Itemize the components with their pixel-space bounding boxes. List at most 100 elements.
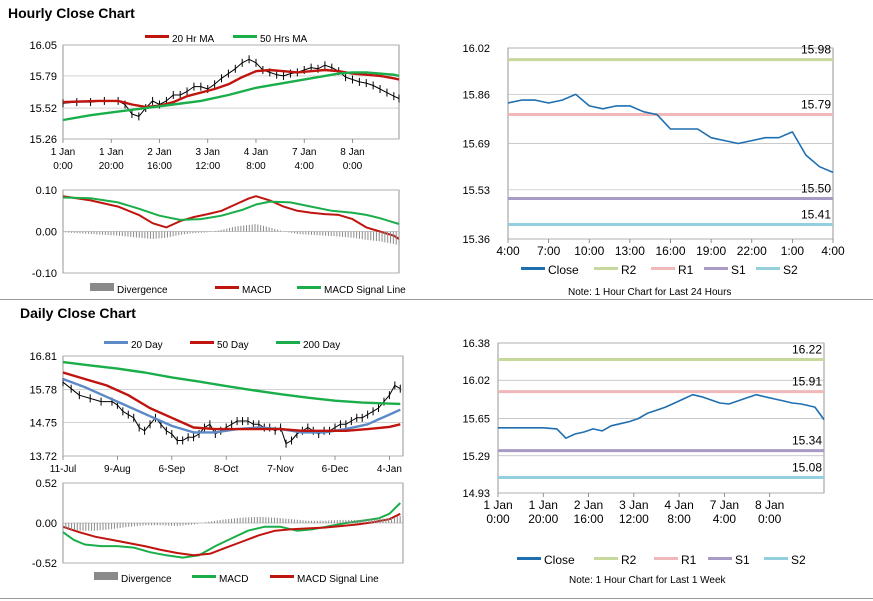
x-tick-label-line2: 8:00: [667, 512, 691, 526]
level-label-r2: 15.98: [801, 43, 831, 57]
hourly-section-title: Hourly Close Chart: [8, 5, 135, 21]
legend-label-50-day: 50 Day: [217, 340, 249, 351]
x-tick-label: 2 Jan: [147, 147, 171, 158]
y-tick-label: 15.86: [462, 89, 490, 101]
y-tick-label: 15.69: [462, 139, 490, 151]
y-tick-label: 0.00: [36, 518, 57, 530]
y-tick-label: 15.52: [29, 103, 57, 115]
x-tick-label: 4 Jan: [664, 498, 693, 512]
legend-label-s1: S1: [731, 263, 746, 277]
plot-frame: [497, 342, 825, 494]
legend-swatch-r1: [654, 557, 678, 560]
legend-label-divergence: Divergence: [117, 285, 168, 296]
y-tick-label: 15.26: [29, 134, 57, 146]
x-tick-label: 1:00: [781, 244, 805, 258]
series-line-50-day: [62, 371, 401, 432]
y-tick-label: 0.52: [36, 478, 57, 490]
y-tick-label: 16.02: [462, 375, 490, 387]
x-tick-label: 1 Jan: [99, 147, 123, 158]
legend-swatch-r2: [594, 557, 618, 560]
series-line-macd-signal-line: [62, 196, 400, 225]
legend-swatch-macd-signal-line: [270, 575, 294, 578]
x-tick-label: 8-Oct: [214, 464, 239, 475]
legend-swatch-s1: [708, 557, 732, 560]
x-tick-label-line2: 0:00: [343, 161, 363, 172]
y-tick-label: 15.65: [462, 414, 490, 426]
x-tick-label-line2: 0:00: [758, 512, 782, 526]
legend-swatch-close: [517, 557, 541, 560]
y-tick-label: -0.10: [32, 268, 57, 280]
x-tick-label-line2: 0:00: [53, 161, 73, 172]
series-line-close: [498, 393, 825, 439]
legend-swatch-s2: [764, 557, 788, 560]
x-tick-label: 7:00: [537, 244, 561, 258]
legend-swatch-200-day: [276, 341, 300, 344]
x-tick-label-line2: 8:00: [246, 161, 266, 172]
legend-label-20-hr-ma: 20 Hr MA: [172, 34, 215, 45]
x-tick-label-line2: 16:00: [147, 161, 172, 172]
section-divider: [0, 299, 873, 300]
x-tick-label-line2: 20:00: [99, 161, 124, 172]
legend-swatch-50-hrs-ma: [233, 35, 257, 38]
series-line-macd-signal-line: [62, 512, 401, 557]
x-tick-label: 1 Jan: [51, 147, 75, 158]
series-line-20-hr-ma: [62, 68, 400, 109]
legend-label-macd-signal-line: MACD Signal Line: [297, 574, 379, 585]
x-tick-label-line2: 12:00: [619, 512, 649, 526]
legend-label-macd: MACD: [219, 574, 248, 585]
legend-swatch-20-hr-ma: [145, 35, 169, 38]
legend-label-s2: S2: [783, 263, 798, 277]
y-tick-label: 14.93: [462, 488, 490, 500]
series-line-price: [62, 58, 400, 117]
legend-swatch-macd-signal-line: [297, 286, 321, 289]
x-tick-label-line2: 20:00: [528, 512, 558, 526]
legend-label-close: Close: [544, 553, 575, 567]
series-line-close: [507, 93, 834, 174]
x-tick-label: 6-Sep: [158, 464, 185, 475]
daily-note: Note: 1 Hour Chart for Last 1 Week: [569, 575, 726, 586]
legend-swatch-r1: [651, 267, 675, 270]
level-label-s2: 15.08: [792, 460, 822, 474]
y-tick-label: 16.38: [462, 338, 490, 350]
y-tick-label: 15.78: [29, 384, 57, 396]
daily-section-title: Daily Close Chart: [20, 305, 136, 321]
x-tick-label: 11-Jul: [50, 464, 77, 475]
y-tick-label: 0.00: [36, 227, 57, 239]
x-tick-label-line2: 16:00: [574, 512, 604, 526]
x-tick-label: 16:00: [655, 244, 685, 258]
series-line-200-day: [62, 360, 401, 406]
x-tick-label: 4:00: [821, 244, 845, 258]
legend-label-r1: R1: [681, 553, 697, 567]
level-label-r1: 15.79: [801, 98, 831, 112]
x-tick-label-line2: 12:00: [195, 161, 220, 172]
y-tick-label: -0.52: [32, 558, 57, 570]
x-tick-label: 10:00: [574, 244, 604, 258]
y-tick-label: 0.10: [36, 185, 57, 197]
legend-label-20-day: 20 Day: [131, 340, 163, 351]
level-label-s2: 15.41: [801, 208, 831, 222]
legend-swatch-close: [521, 267, 545, 270]
bottom-divider: [0, 598, 873, 599]
legend-swatch-20-day: [104, 341, 128, 344]
hourly-note: Note: 1 Hour Chart for Last 24 Hours: [568, 287, 732, 298]
legend-swatch-divergence: [94, 572, 118, 580]
legend-label-50-hrs-ma: 50 Hrs MA: [260, 34, 308, 45]
x-tick-label: 8 Jan: [755, 498, 784, 512]
series-line-macd: [62, 195, 400, 240]
x-tick-label: 19:00: [696, 244, 726, 258]
level-label-s1: 15.34: [792, 434, 822, 448]
legend-swatch-r2: [594, 267, 618, 270]
series-line-50-hrs-ma: [62, 71, 400, 122]
x-tick-label: 4-Jan: [377, 464, 402, 475]
y-tick-label: 15.79: [29, 71, 57, 83]
x-tick-label: 7-Nov: [267, 464, 294, 475]
x-tick-label: 2 Jan: [574, 498, 603, 512]
legend-label-r2: R2: [621, 263, 637, 277]
legend-swatch-s1: [704, 267, 728, 270]
y-tick-label: 13.72: [29, 451, 57, 463]
x-tick-label: 6-Dec: [322, 464, 349, 475]
y-tick-label: 16.02: [462, 43, 490, 55]
x-tick-label: 7 Jan: [292, 147, 316, 158]
